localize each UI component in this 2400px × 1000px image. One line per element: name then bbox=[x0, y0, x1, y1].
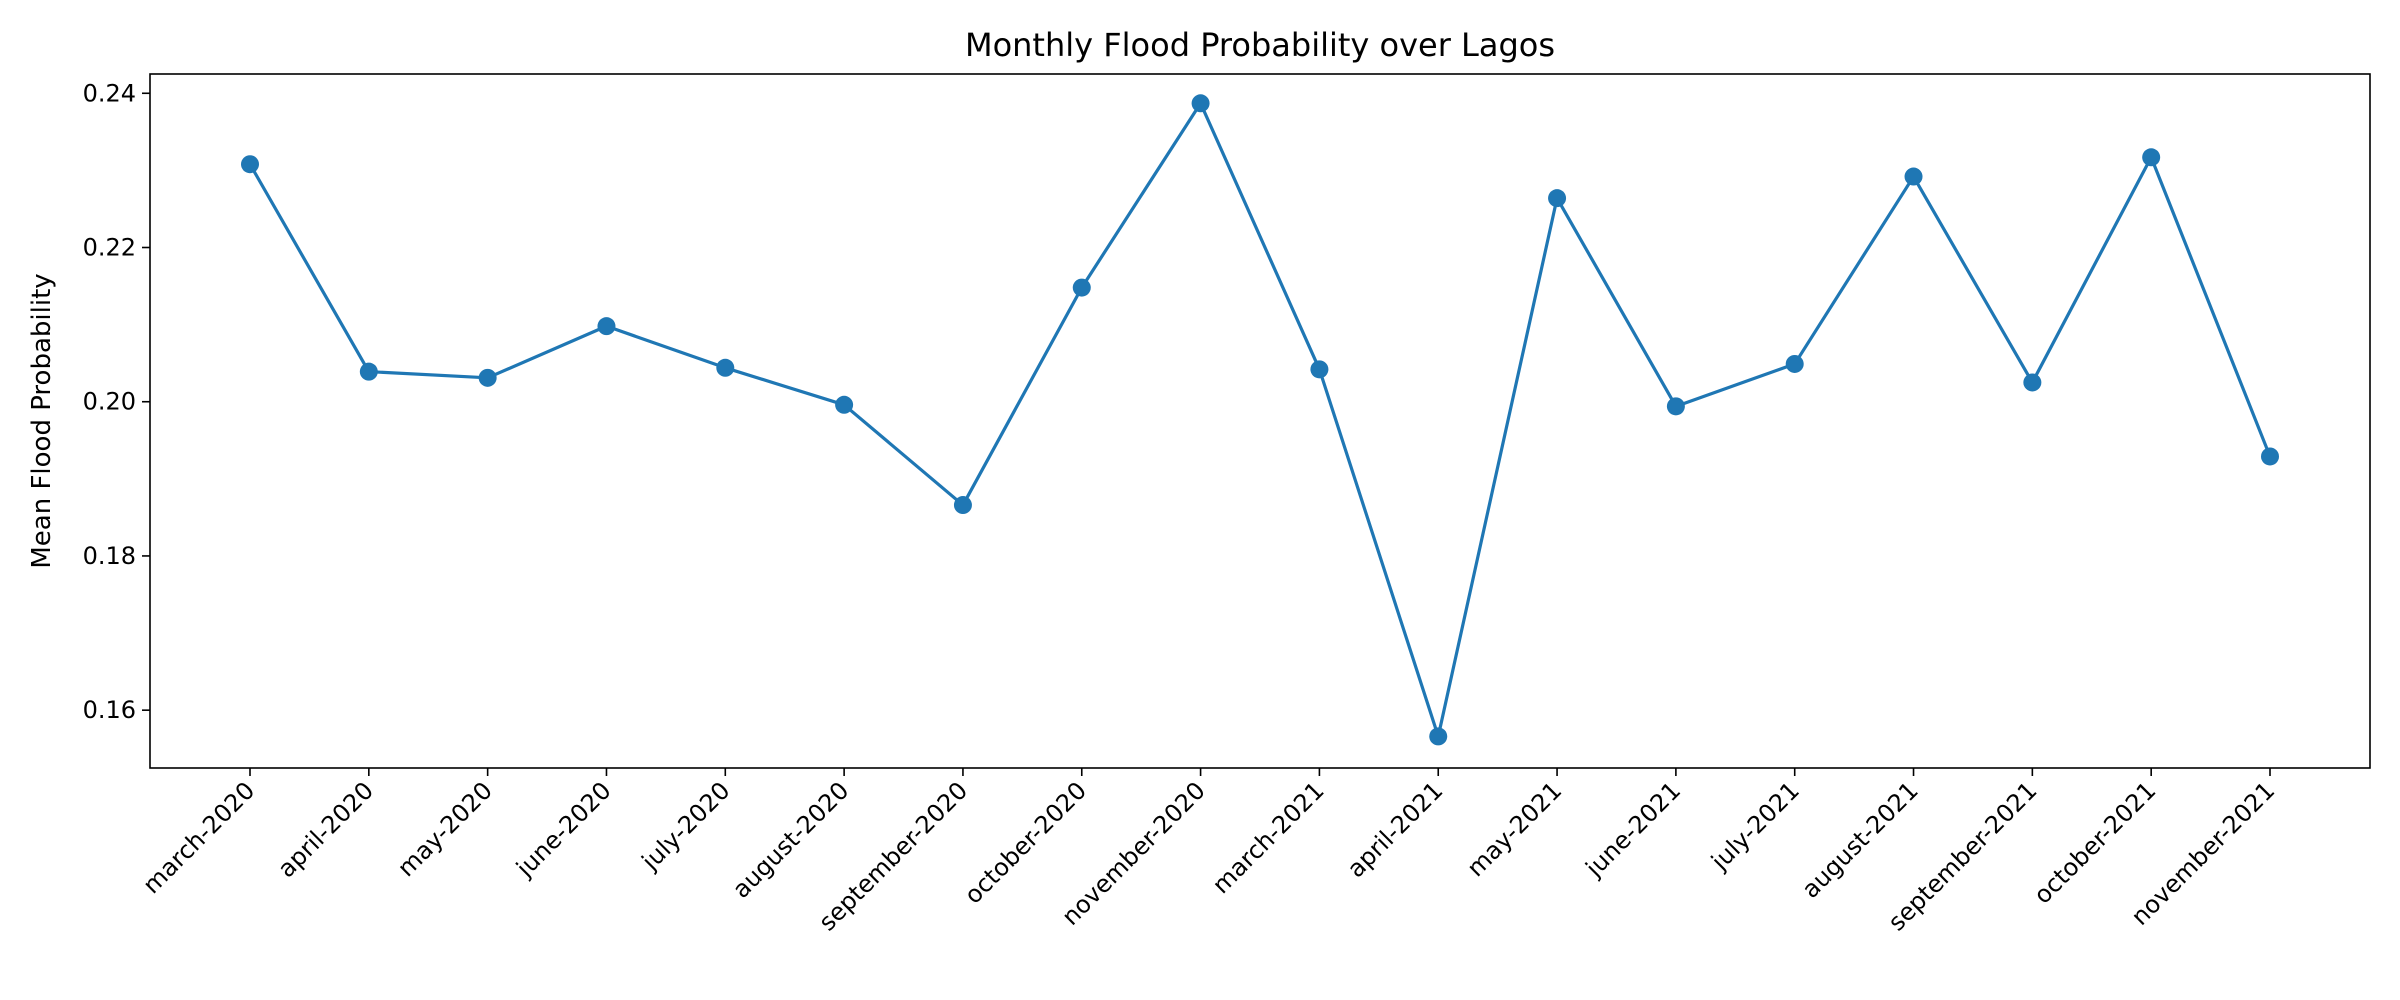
series-line bbox=[248, 101, 2272, 738]
data-point bbox=[2142, 148, 2161, 167]
data-point bbox=[478, 368, 497, 387]
chart-title: Monthly Flood Probability over Lagos bbox=[965, 26, 1555, 64]
y-tick-label: 0.20 bbox=[83, 388, 136, 416]
data-point bbox=[716, 358, 735, 377]
data-point bbox=[2023, 373, 2042, 392]
data-point bbox=[1548, 189, 1567, 208]
y-tick-label: 0.24 bbox=[83, 79, 136, 107]
data-point bbox=[1666, 397, 1685, 416]
data-point bbox=[359, 362, 378, 381]
y-tick-label: 0.18 bbox=[83, 542, 136, 570]
plot-area-frame bbox=[149, 73, 2371, 769]
data-point bbox=[1072, 278, 1091, 297]
data-point bbox=[953, 496, 972, 515]
y-axis-ticks: 0.16 0.18 0.20 0.22 0.24 bbox=[83, 79, 150, 724]
y-axis-label: Mean Flood Probability bbox=[27, 273, 57, 568]
series-layer bbox=[241, 94, 2279, 746]
data-point bbox=[835, 395, 854, 414]
data-point bbox=[1191, 94, 1210, 113]
data-point bbox=[1904, 167, 1923, 186]
data-point bbox=[2261, 447, 2279, 466]
data-point bbox=[1310, 360, 1329, 379]
y-tick-label: 0.16 bbox=[83, 696, 136, 724]
data-point bbox=[1429, 727, 1448, 746]
data-point bbox=[1785, 354, 1804, 373]
y-tick-label: 0.22 bbox=[83, 234, 136, 262]
data-point bbox=[241, 155, 259, 174]
data-point bbox=[597, 317, 616, 336]
